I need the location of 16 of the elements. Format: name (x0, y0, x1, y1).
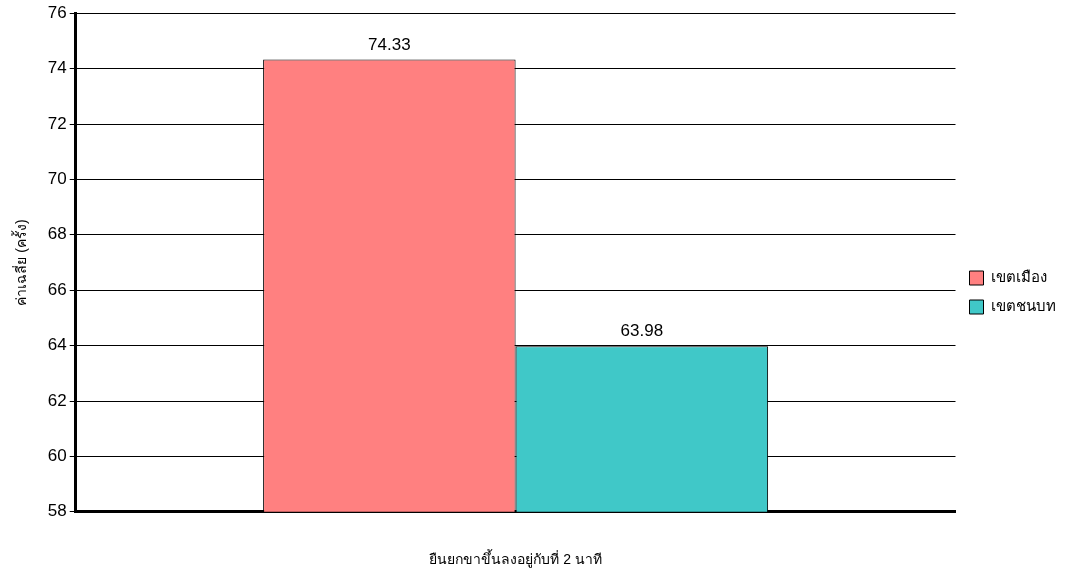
y-tick-label: 74 (47, 58, 67, 78)
y-tick-label: 70 (47, 169, 67, 189)
legend-label: เขตเมือง (991, 268, 1047, 286)
legend-label: เขตชนบท (991, 297, 1056, 315)
y-tick-label: 66 (47, 279, 67, 299)
data-label: 63.98 (620, 321, 664, 341)
y-tick-label: 62 (47, 390, 67, 410)
y-tick-label: 72 (47, 113, 67, 133)
x-axis-title: ยืนยกขาขึ้นลงอยู่กับที่ 2 นาที (429, 549, 602, 569)
y-tick-label: 60 (47, 446, 67, 466)
y-tick-label: 58 (47, 501, 67, 521)
y-tick-label: 68 (47, 224, 67, 244)
data-label: 74.33 (368, 34, 411, 54)
y-axis-title: ค่าเฉลี่ย (ครั้ง) (11, 219, 30, 306)
y-tick-label: 76 (47, 2, 67, 22)
y-tick-label: 64 (47, 335, 67, 355)
